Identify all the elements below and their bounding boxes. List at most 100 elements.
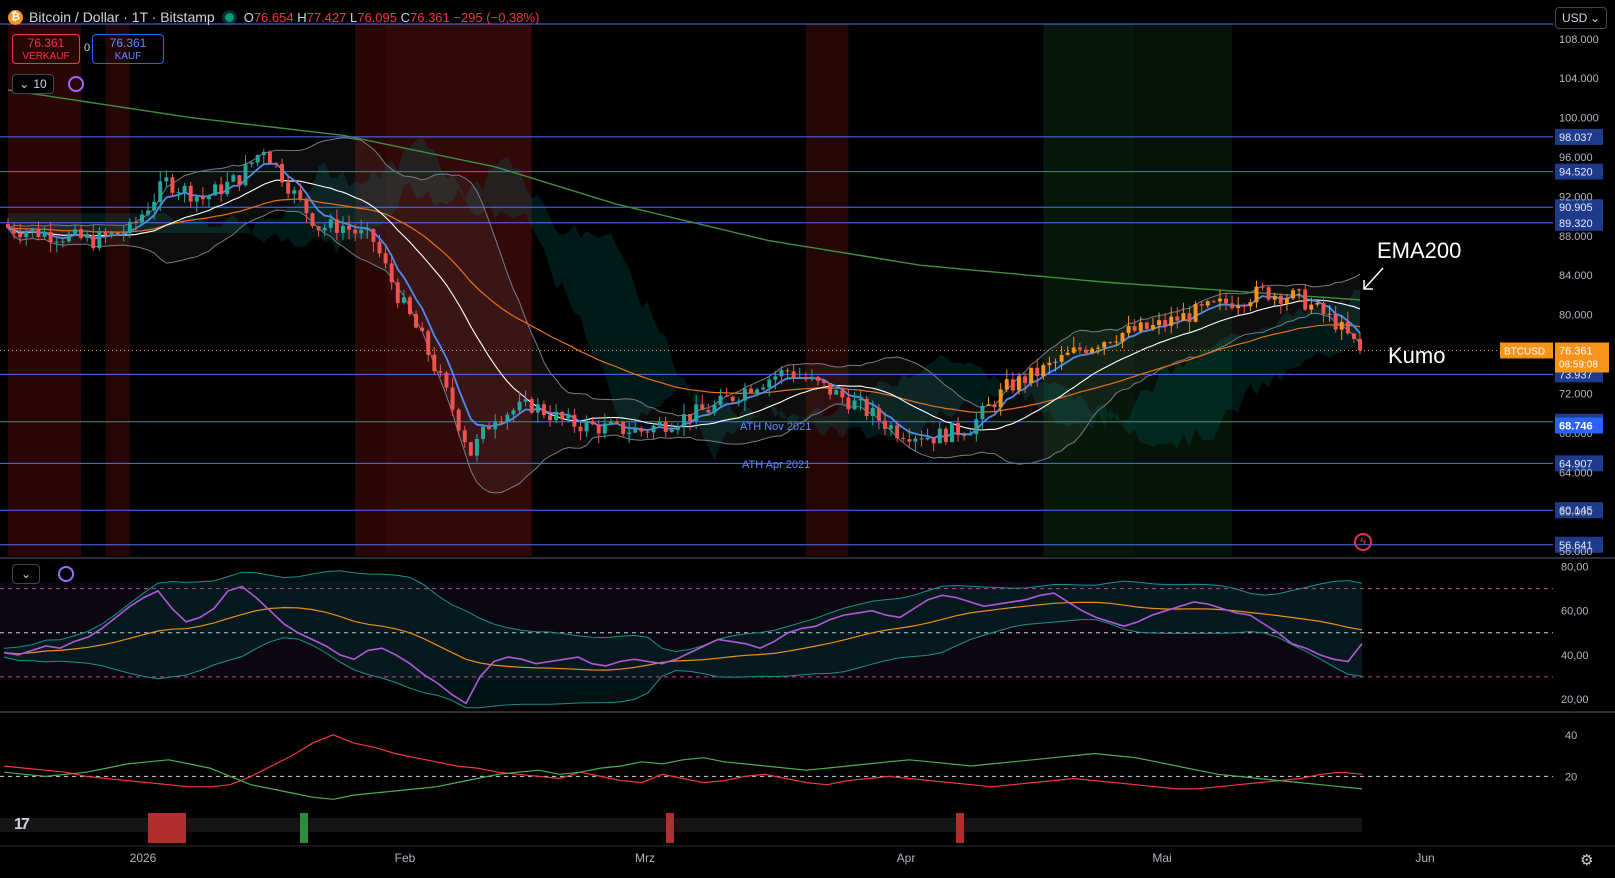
candle-body xyxy=(773,376,778,380)
candle xyxy=(657,416,662,427)
candle-body xyxy=(1358,338,1362,351)
candle xyxy=(578,422,583,441)
candle xyxy=(712,400,717,416)
candle-body xyxy=(1144,322,1149,329)
candle-body xyxy=(1071,347,1076,353)
candle xyxy=(42,226,47,239)
candle xyxy=(663,416,668,437)
candle xyxy=(931,437,936,452)
candle xyxy=(60,236,65,248)
candle xyxy=(322,223,327,237)
candle-body xyxy=(992,404,997,408)
level-badge-2 xyxy=(1555,199,1603,216)
candle-body xyxy=(487,426,492,430)
candle-body xyxy=(1004,379,1009,390)
chevron-down-icon: ⌄ xyxy=(20,567,32,581)
signal-marker-1 xyxy=(300,813,308,843)
candle-body xyxy=(608,421,613,424)
candle-body xyxy=(292,190,297,194)
candle-body xyxy=(1065,352,1070,356)
candle xyxy=(1193,301,1198,323)
buy-button[interactable]: 76.361 KAUF xyxy=(92,34,164,64)
candle xyxy=(822,379,827,388)
candle-body xyxy=(889,425,894,429)
candle xyxy=(481,425,485,444)
candle xyxy=(669,423,674,433)
indicator-collapse-button[interactable]: ⌄ 10 xyxy=(12,74,54,94)
rsi-refresh-icon[interactable] xyxy=(58,566,74,582)
symbol-header[interactable]: ₿ Bitcoin / Dollar · 1T · Bitstamp O76.6… xyxy=(8,6,539,28)
sell-label: VERKAUF xyxy=(22,51,70,62)
candle xyxy=(706,403,711,414)
candle xyxy=(12,223,17,239)
candle-body xyxy=(682,414,686,427)
candle xyxy=(816,375,820,386)
dmi-series-0 xyxy=(3,734,1363,790)
currency-select[interactable]: USD ⌄ xyxy=(1555,7,1607,29)
candle-body xyxy=(913,438,918,442)
candle xyxy=(1144,321,1149,331)
candle-body xyxy=(207,195,211,200)
candle-body xyxy=(1059,355,1064,362)
ath-nov-2021-label: ATH Nov 2021 xyxy=(740,421,811,433)
candle-body xyxy=(657,422,662,426)
candle-body xyxy=(943,428,948,443)
candle-body xyxy=(24,232,29,238)
candle-body xyxy=(1266,287,1271,300)
level-label-3: 89.320 xyxy=(1559,218,1593,230)
lightning-icon[interactable]: ϟ xyxy=(1354,533,1372,551)
candle-body xyxy=(182,185,187,193)
symbol-title[interactable]: Bitcoin / Dollar · 1T · Bitstamp xyxy=(29,9,215,25)
candle xyxy=(1242,303,1247,313)
kumo-annotation: Kumo xyxy=(1388,343,1445,368)
signal-band-5 xyxy=(1043,24,1135,556)
candle xyxy=(316,225,321,237)
candle xyxy=(980,402,985,429)
rsi-collapse-button[interactable]: ⌄ xyxy=(12,564,40,584)
candle xyxy=(797,367,802,380)
candle-body xyxy=(97,232,102,249)
candle-body xyxy=(66,233,71,242)
candle-body xyxy=(225,181,230,195)
candle xyxy=(700,394,705,411)
refresh-icon[interactable] xyxy=(68,76,84,92)
candle xyxy=(243,155,248,187)
sell-price: 76.361 xyxy=(27,36,65,50)
candle xyxy=(1035,358,1040,387)
sell-button[interactable]: 76.361 VERKAUF xyxy=(12,34,80,64)
signal-marker-0 xyxy=(148,813,186,843)
candle xyxy=(1248,298,1253,311)
candle xyxy=(286,174,291,199)
candle xyxy=(986,396,991,406)
candle xyxy=(54,236,59,253)
candle xyxy=(109,231,114,238)
candle xyxy=(1333,305,1338,333)
candle xyxy=(852,392,857,411)
tradingview-logo[interactable]: 17 xyxy=(14,816,30,833)
candle xyxy=(943,426,948,446)
gear-icon[interactable]: ⚙ xyxy=(1580,852,1594,869)
candle xyxy=(791,364,796,383)
candle xyxy=(1071,336,1076,354)
candle-body xyxy=(438,371,443,373)
ohlc-legend: O76.654 H77.427 L76.095 C76.361 −295 (−0… xyxy=(244,10,540,25)
candle-body xyxy=(371,229,376,242)
candle xyxy=(1120,332,1125,349)
candle xyxy=(1132,319,1137,333)
candle-body xyxy=(213,184,218,196)
candle-body xyxy=(261,151,266,155)
candle-body xyxy=(249,162,254,165)
rsi-y-tick: 20,00 xyxy=(1561,694,1589,706)
candle xyxy=(127,218,132,239)
candle xyxy=(194,195,199,213)
candle-body xyxy=(651,425,656,433)
candle-body xyxy=(103,232,108,236)
x-tick-label: Feb xyxy=(395,851,416,865)
candle-body xyxy=(523,398,528,402)
y-tick-label: 88.000 xyxy=(1559,231,1593,243)
x-tick-label: 2026 xyxy=(130,851,157,865)
candle-body xyxy=(956,423,961,436)
candle xyxy=(66,230,71,244)
candle xyxy=(334,209,339,241)
